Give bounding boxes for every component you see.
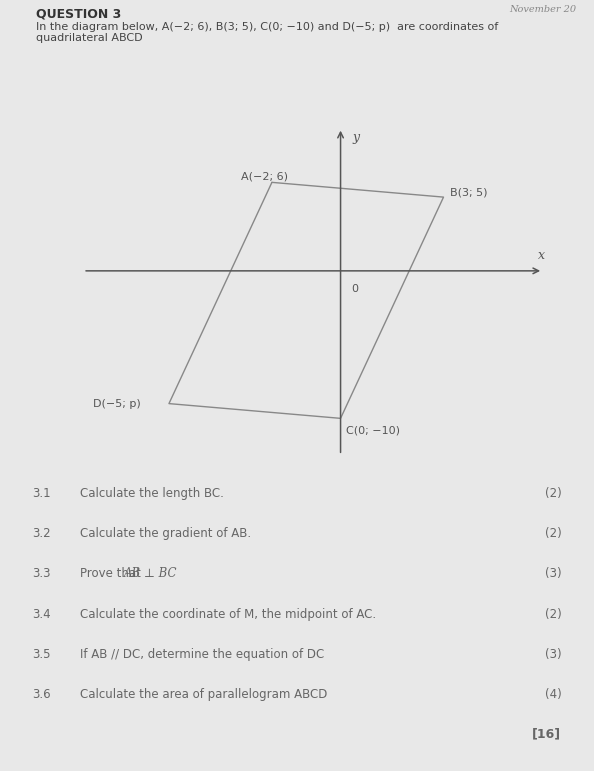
Text: AB ⊥ BC: AB ⊥ BC [124,567,177,581]
Text: B(3; 5): B(3; 5) [450,187,488,197]
Text: (3): (3) [545,567,561,581]
Text: [16]: [16] [532,728,561,741]
Text: Calculate the coordinate of M, the midpoint of AC.: Calculate the coordinate of M, the midpo… [80,608,377,621]
Text: November 20: November 20 [509,5,576,15]
Text: 3.5: 3.5 [33,648,51,661]
Text: y: y [353,131,360,143]
Text: In the diagram below, A(−2; 6), B(3; 5), C(0; −10) and D(−5; p)  are coordinates: In the diagram below, A(−2; 6), B(3; 5),… [36,22,498,32]
Text: QUESTION 3: QUESTION 3 [36,8,121,21]
Text: 3.3: 3.3 [33,567,51,581]
Text: 3.6: 3.6 [33,688,51,701]
Text: (2): (2) [545,608,561,621]
Text: A(−2; 6): A(−2; 6) [241,171,288,181]
Text: 3.4: 3.4 [33,608,51,621]
Text: x: x [538,249,545,262]
Text: 3.1: 3.1 [33,487,51,500]
Text: If AB // DC, determine the equation of DC: If AB // DC, determine the equation of D… [80,648,324,661]
Text: 3.2: 3.2 [33,527,51,540]
Text: Calculate the gradient of AB.: Calculate the gradient of AB. [80,527,251,540]
Text: (2): (2) [545,487,561,500]
Text: Calculate the area of parallelogram ABCD: Calculate the area of parallelogram ABCD [80,688,327,701]
Text: (3): (3) [545,648,561,661]
Text: Calculate the length BC.: Calculate the length BC. [80,487,224,500]
Text: quadrilateral ABCD: quadrilateral ABCD [36,33,143,43]
Text: D(−5; p): D(−5; p) [93,399,141,409]
Text: (2): (2) [545,527,561,540]
Text: 0: 0 [351,284,358,294]
Text: Prove that: Prove that [80,567,145,581]
Text: C(0; −10): C(0; −10) [346,425,400,435]
Text: (4): (4) [545,688,561,701]
